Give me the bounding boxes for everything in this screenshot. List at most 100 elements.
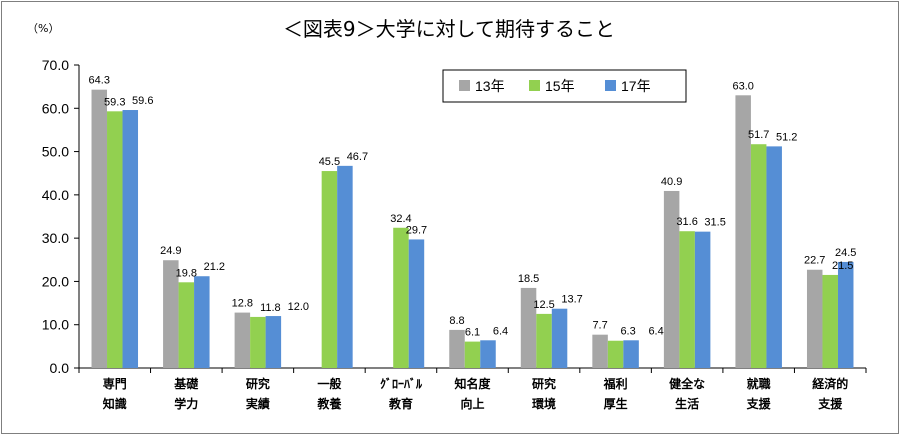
bar (122, 110, 139, 368)
data-label: 31.5 (704, 217, 725, 229)
bar (91, 89, 108, 369)
x-tick-label: 福利 (603, 376, 628, 391)
bar (250, 316, 266, 368)
data-label: 7.7 (592, 320, 607, 332)
data-label: 12.0 (288, 301, 309, 313)
x-tick-label: 一般 (317, 376, 341, 391)
bar (107, 111, 123, 369)
y-tick-label: 70.0 (42, 57, 69, 73)
bars (91, 89, 854, 369)
data-label: 12.8 (232, 298, 253, 310)
bar (178, 282, 195, 368)
data-label: 6.4 (493, 325, 508, 337)
data-label: 6.3 (620, 326, 635, 338)
data-label: 11.8 (260, 302, 281, 314)
x-tick-label: 実績 (246, 396, 270, 411)
x-tick-label: 厚生 (604, 396, 628, 411)
bar (449, 329, 465, 368)
x-tick-label: 知名度 (453, 376, 491, 391)
legend-swatch (605, 80, 616, 91)
x-tick-label: 研究 (246, 376, 270, 391)
x-tick-label: 生活 (675, 396, 699, 411)
bar (163, 260, 179, 368)
bar (663, 190, 680, 368)
bar (679, 231, 695, 368)
data-label: 45.5 (319, 156, 340, 168)
data-label: 59.3 (104, 96, 125, 108)
y-tick-label: 60.0 (42, 100, 69, 116)
data-label: 12.5 (533, 299, 554, 311)
y-tick-label: 0.0 (50, 360, 70, 376)
x-tick-label: 専門 (103, 376, 127, 391)
bar (234, 312, 251, 368)
y-tick-label: 10.0 (42, 317, 69, 333)
data-label: 31.6 (676, 216, 697, 228)
data-label: 40.9 (661, 176, 682, 188)
legend-swatch (529, 80, 540, 91)
x-tick-label: 基礎 (173, 376, 199, 391)
bar (194, 276, 210, 368)
bar (806, 269, 823, 368)
x-tick-label: 教育 (388, 396, 413, 411)
y-tick-label: 20.0 (42, 273, 69, 289)
x-tick-label: 教養 (316, 396, 341, 411)
legend-box (442, 69, 687, 103)
data-label: 24.5 (835, 247, 856, 259)
bar (536, 313, 552, 368)
x-tick-label: 環境 (532, 396, 556, 411)
bar (321, 171, 338, 368)
legend-label: 15年 (545, 78, 575, 94)
data-label: 6.4 (648, 325, 663, 337)
bar (607, 340, 624, 368)
data-label: 22.7 (804, 255, 825, 267)
axes: 0.0 10.0 20.0 30.0 40.0 50.0 60.0 70.0 (42, 57, 867, 376)
data-label: 21.2 (204, 261, 225, 273)
data-label: 51.7 (748, 129, 769, 141)
data-label: 24.9 (160, 245, 181, 257)
bar (750, 144, 767, 368)
legend: 13年 15年 17年 (442, 69, 687, 103)
bar (265, 316, 282, 368)
bar (822, 274, 838, 368)
data-label: 59.6 (132, 95, 153, 107)
bar (480, 340, 496, 368)
bar (766, 146, 782, 368)
legend-label: 17年 (621, 78, 651, 94)
data-label: 21.5 (832, 260, 853, 272)
bar (464, 341, 481, 368)
bar (623, 340, 639, 368)
data-labels: 64.3 59.3 59.6 24.9 19.8 21.2 12.8 11.8 12.0 45.5… (89, 75, 857, 339)
data-label: 32.4 (390, 213, 411, 225)
x-tick-label: 知識 (102, 396, 127, 411)
bar (837, 261, 854, 368)
data-label: 13.7 (561, 294, 582, 306)
data-label: 46.7 (347, 151, 368, 163)
data-label: 29.7 (406, 224, 427, 236)
unit-label: （%） (27, 22, 59, 35)
data-label: 63.0 (732, 80, 753, 92)
bar (337, 165, 353, 368)
x-tick-label: ｸﾞﾛｰﾊﾞﾙ (380, 376, 423, 391)
bar (408, 239, 425, 368)
bar (551, 308, 568, 368)
data-label: 18.5 (518, 273, 539, 285)
data-label: 19.8 (176, 267, 197, 279)
y-tick-label: 40.0 (42, 187, 69, 203)
x-tick-label: 学力 (174, 396, 198, 411)
x-tick-label: 就職 (747, 376, 771, 391)
legend-label: 13年 (475, 78, 505, 94)
x-tick-label: 経済的 (812, 376, 848, 391)
legend-swatch (459, 80, 470, 91)
x-tick-label: 支援 (746, 396, 772, 411)
y-tick-label: 30.0 (42, 230, 69, 246)
bar (520, 287, 537, 368)
data-label: 6.1 (465, 327, 480, 339)
bar (592, 334, 608, 368)
x-tick-label: 研究 (532, 376, 556, 391)
x-tick-label: 向上 (460, 396, 484, 411)
data-label: 64.3 (89, 75, 110, 87)
bar (393, 227, 409, 368)
bar (694, 231, 711, 368)
